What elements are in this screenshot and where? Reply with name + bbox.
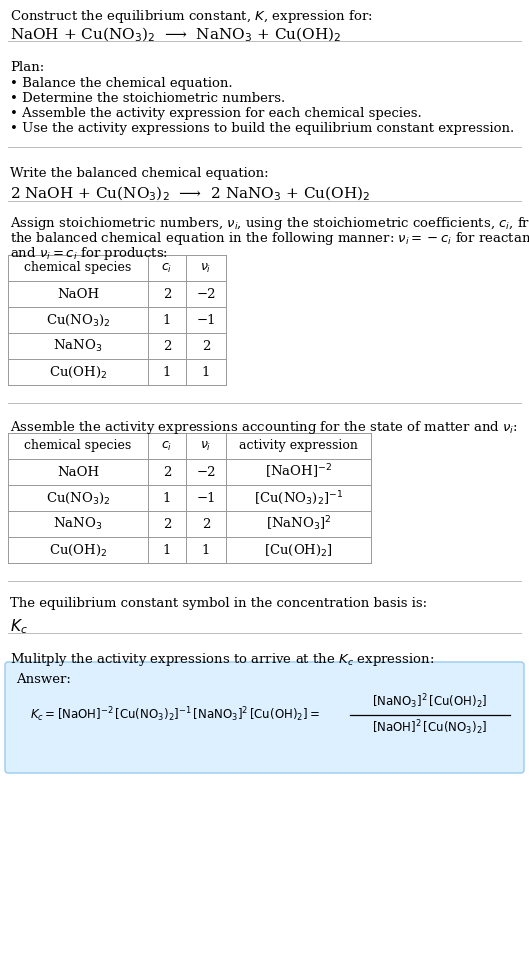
Text: 2: 2 (163, 339, 171, 353)
Text: Cu(OH)$_2$: Cu(OH)$_2$ (49, 364, 107, 380)
Text: chemical species: chemical species (24, 439, 132, 453)
FancyBboxPatch shape (5, 662, 524, 773)
Text: 2: 2 (202, 518, 210, 530)
Text: $\mathrm{[NaOH]^2\,[Cu(NO_3)_2]}$: $\mathrm{[NaOH]^2\,[Cu(NO_3)_2]}$ (372, 718, 488, 737)
Text: 2 NaOH + Cu(NO$_3$)$_2$  ⟶  2 NaNO$_3$ + Cu(OH)$_2$: 2 NaOH + Cu(NO$_3$)$_2$ ⟶ 2 NaNO$_3$ + C… (10, 185, 370, 203)
Text: 1: 1 (163, 492, 171, 504)
Text: Assemble the activity expressions accounting for the state of matter and $\nu_i$: Assemble the activity expressions accoun… (10, 419, 518, 436)
Text: 1: 1 (163, 544, 171, 556)
Text: NaOH: NaOH (57, 465, 99, 479)
Text: 1: 1 (163, 314, 171, 326)
Text: $c_i$: $c_i$ (161, 262, 172, 274)
Text: Assign stoichiometric numbers, $\nu_i$, using the stoichiometric coefficients, $: Assign stoichiometric numbers, $\nu_i$, … (10, 215, 529, 232)
Text: [NaNO$_3$]$^2$: [NaNO$_3$]$^2$ (266, 515, 331, 533)
Text: activity expression: activity expression (239, 439, 358, 453)
Text: Write the balanced chemical equation:: Write the balanced chemical equation: (10, 167, 269, 180)
Text: [NaOH]$^{-2}$: [NaOH]$^{-2}$ (265, 463, 332, 481)
Text: Cu(NO$_3$)$_2$: Cu(NO$_3$)$_2$ (45, 490, 111, 505)
Text: 2: 2 (163, 465, 171, 479)
Text: $K_c$: $K_c$ (10, 617, 28, 636)
Text: $\nu_i$: $\nu_i$ (200, 439, 212, 453)
Text: $\nu_i$: $\nu_i$ (200, 262, 212, 274)
Text: NaOH + Cu(NO$_3$)$_2$  ⟶  NaNO$_3$ + Cu(OH)$_2$: NaOH + Cu(NO$_3$)$_2$ ⟶ NaNO$_3$ + Cu(OH… (10, 26, 341, 44)
Text: 1: 1 (163, 365, 171, 379)
Text: $\mathrm{[NaNO_3]^2\,[Cu(OH)_2]}$: $\mathrm{[NaNO_3]^2\,[Cu(OH)_2]}$ (372, 692, 488, 712)
Text: NaNO$_3$: NaNO$_3$ (53, 338, 103, 354)
Text: −2: −2 (196, 465, 216, 479)
Text: 2: 2 (163, 288, 171, 300)
Text: 2: 2 (202, 339, 210, 353)
Text: [Cu(OH)$_2$]: [Cu(OH)$_2$] (264, 543, 333, 557)
Text: The equilibrium constant symbol in the concentration basis is:: The equilibrium constant symbol in the c… (10, 597, 427, 610)
Text: Plan:: Plan: (10, 61, 44, 74)
Text: NaOH: NaOH (57, 288, 99, 300)
Text: Construct the equilibrium constant, $K$, expression for:: Construct the equilibrium constant, $K$,… (10, 8, 372, 25)
Text: 1: 1 (202, 365, 210, 379)
Text: [Cu(NO$_3$)$_2$]$^{-1}$: [Cu(NO$_3$)$_2$]$^{-1}$ (254, 489, 343, 507)
Text: $K_c = \mathrm{[NaOH]^{-2}\,[Cu(NO_3)_2]^{-1}\,[NaNO_3]^{2}\,[Cu(OH)_2]} =$: $K_c = \mathrm{[NaOH]^{-2}\,[Cu(NO_3)_2]… (30, 706, 320, 724)
Text: −2: −2 (196, 288, 216, 300)
Text: • Balance the chemical equation.: • Balance the chemical equation. (10, 77, 233, 90)
Text: the balanced chemical equation in the following manner: $\nu_i = -c_i$ for react: the balanced chemical equation in the fo… (10, 230, 529, 247)
Text: 2: 2 (163, 518, 171, 530)
Text: 1: 1 (202, 544, 210, 556)
Text: • Determine the stoichiometric numbers.: • Determine the stoichiometric numbers. (10, 92, 285, 105)
Text: Mulitply the activity expressions to arrive at the $K_c$ expression:: Mulitply the activity expressions to arr… (10, 651, 434, 668)
Text: and $\nu_i = c_i$ for products:: and $\nu_i = c_i$ for products: (10, 245, 168, 262)
Text: Answer:: Answer: (16, 673, 71, 686)
Text: • Use the activity expressions to build the equilibrium constant expression.: • Use the activity expressions to build … (10, 122, 514, 135)
Text: NaNO$_3$: NaNO$_3$ (53, 516, 103, 532)
Text: −1: −1 (196, 492, 216, 504)
Text: Cu(NO$_3$)$_2$: Cu(NO$_3$)$_2$ (45, 313, 111, 328)
Text: $c_i$: $c_i$ (161, 439, 172, 453)
Text: • Assemble the activity expression for each chemical species.: • Assemble the activity expression for e… (10, 107, 422, 120)
Text: −1: −1 (196, 314, 216, 326)
Text: Cu(OH)$_2$: Cu(OH)$_2$ (49, 543, 107, 557)
Text: chemical species: chemical species (24, 262, 132, 274)
